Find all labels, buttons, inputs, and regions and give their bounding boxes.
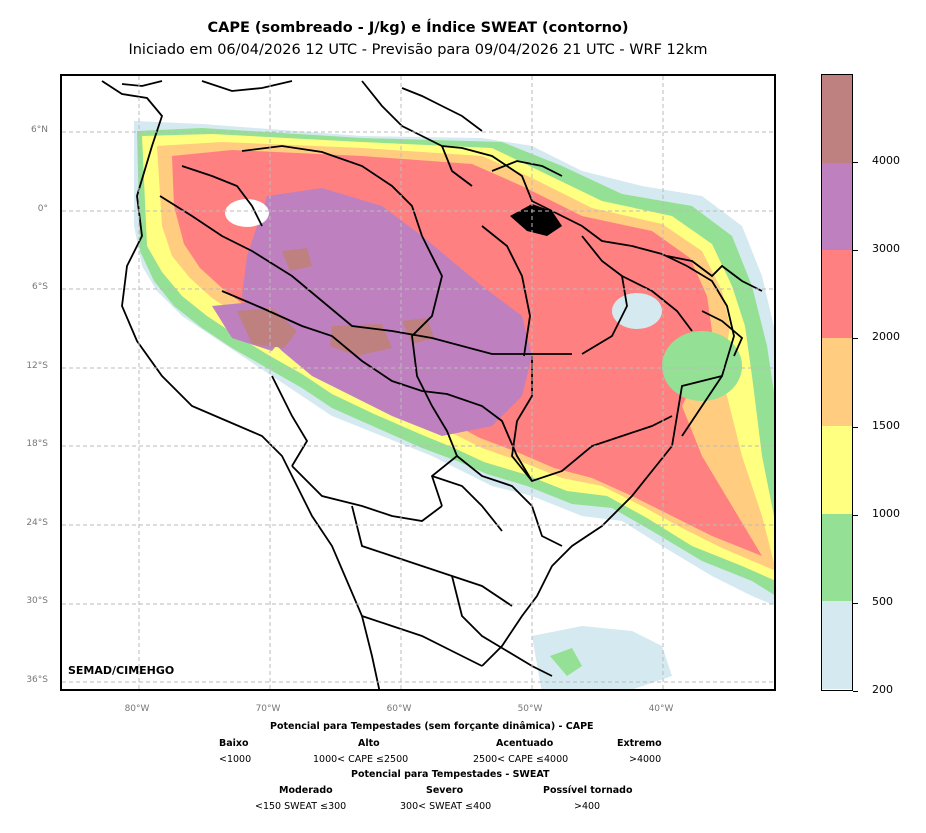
lon-label: 50°W (517, 704, 543, 714)
cape-level-range: 1000< CAPE ≤2500 (313, 754, 409, 765)
cape-legend-title: Potencial para Tempestades (sem forçante… (270, 721, 594, 732)
colorbar-tick (853, 691, 858, 692)
colorbar-label: 1000 (872, 506, 900, 520)
lat-label: 18°S (26, 439, 48, 449)
colorbar-tick (853, 514, 858, 516)
cape-map (62, 76, 774, 689)
colorbar-segment (822, 601, 852, 689)
colorbar-tick (853, 602, 858, 604)
map-panel (60, 74, 776, 691)
cape-level-name: Alto (358, 738, 380, 749)
sweat-level-range: <150 SWEAT ≤300 (255, 801, 347, 812)
cape-level-name: Extremo (617, 738, 662, 749)
chart-subtitle: Iniciado em 06/04/2026 12 UTC - Previsão… (128, 42, 708, 58)
colorbar-segment (822, 513, 852, 602)
lat-label: 6°N (31, 125, 48, 135)
colorbar (821, 74, 853, 691)
lat-label: 0° (37, 204, 48, 214)
lon-label: 70°W (255, 704, 281, 714)
amazon-delta (510, 204, 562, 236)
lat-label: 36°S (26, 675, 48, 685)
colorbar-segment (822, 338, 852, 426)
cape-level-name: Acentuado (496, 738, 554, 749)
chart-title: CAPE (sombreado - J/kg) e Índice SWEAT (… (207, 20, 629, 36)
colorbar-label: 4000 (872, 154, 900, 168)
gridlines (62, 76, 774, 689)
cape-level-range: 2500< CAPE ≤4000 (473, 754, 569, 765)
cape-shading (134, 121, 774, 689)
sweat-level-name: Moderado (279, 785, 333, 796)
sweat-level-range: >400 (574, 801, 601, 812)
cape-level-range: <1000 (219, 754, 252, 765)
colorbar-segment (822, 250, 852, 339)
colorbar-label: 3000 (872, 242, 900, 256)
colorbar-tick (853, 338, 858, 340)
colorbar-label: 500 (872, 594, 893, 608)
lon-label: 60°W (386, 704, 412, 714)
colorbar-label: 2000 (872, 330, 900, 344)
cape-level-range: >4000 (629, 754, 662, 765)
colorbar-label: 200 (872, 683, 893, 696)
colorbar-segment (822, 425, 852, 514)
lat-label: 30°S (26, 596, 48, 606)
credit-label: SEMAD/CIMEHGO (68, 664, 175, 677)
colorbar-label: 1500 (872, 418, 900, 432)
sweat-level-name: Severo (426, 785, 464, 796)
sweat-level-range: 300< SWEAT ≤400 (400, 801, 492, 812)
lon-label: 40°W (648, 704, 674, 714)
colorbar-segment (822, 75, 852, 163)
sweat-legend-title: Potencial para Tempestades - SWEAT (351, 769, 550, 780)
sweat-level-name: Possível tornado (543, 785, 633, 796)
cape-level-name: Baixo (219, 738, 249, 749)
country-borders (101, 80, 763, 689)
colorbar-segment (822, 162, 852, 251)
lat-label: 12°S (26, 361, 48, 371)
lat-label: 24°S (26, 518, 48, 528)
colorbar-tick (853, 426, 858, 428)
colorbar-tick (853, 162, 858, 164)
lat-label: 6°S (32, 282, 48, 292)
colorbar-tick (853, 250, 858, 252)
lon-label: 80°W (124, 704, 150, 714)
